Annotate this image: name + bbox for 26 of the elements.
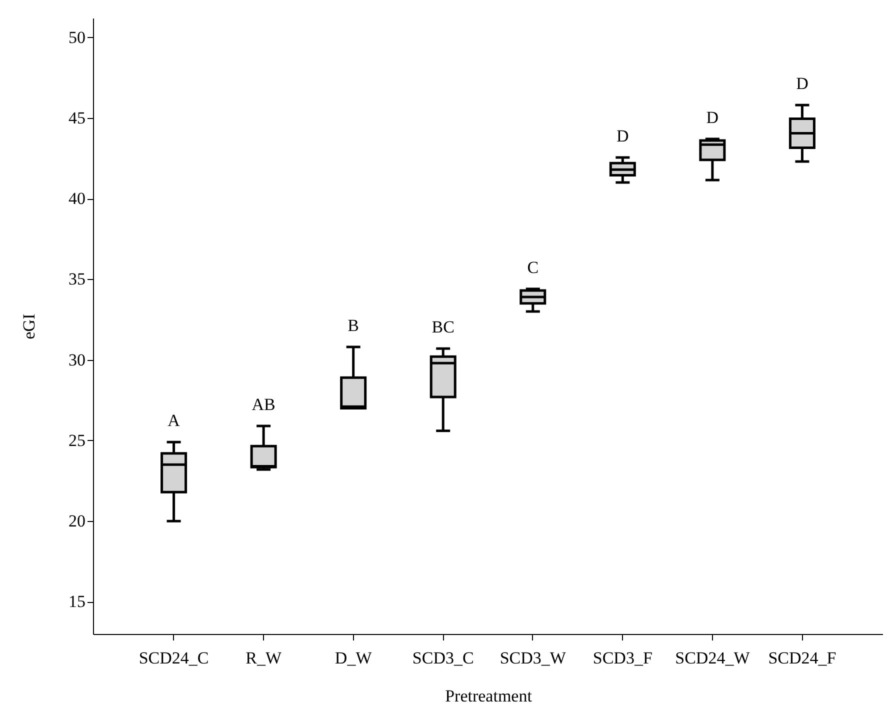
y-tick-label: 20 [68, 512, 86, 531]
y-tick-label: 45 [68, 108, 86, 128]
x-tick-label: SCD24_C [138, 648, 209, 668]
y-tick-label: 25 [68, 430, 86, 450]
annotation: C [527, 258, 539, 277]
annotation: D [706, 108, 719, 127]
y-tick-label: 15 [68, 592, 86, 612]
annotation: BC [432, 318, 454, 337]
x-tick-label: SCD24_F [768, 648, 836, 668]
y-tick-label: 35 [68, 270, 86, 289]
annotation: D [796, 74, 808, 94]
annotation: B [348, 316, 360, 335]
x-tick-label: SCD3_F [592, 648, 652, 668]
y-tick-label: 40 [68, 189, 86, 208]
y-tick-label: 30 [68, 350, 86, 370]
y-axis-title: eGI [20, 313, 38, 340]
y-tick-label: 50 [68, 28, 86, 47]
annotation: A [168, 411, 181, 430]
annotation: AB [252, 394, 276, 414]
x-tick-label: D_W [334, 648, 373, 668]
x-tick-label: SCD3_C [412, 648, 474, 668]
x-tick-label: SCD3_W [500, 648, 567, 668]
x-tick-label: SCD24_W [675, 648, 751, 668]
x-tick-label: R_W [246, 648, 282, 668]
x-axis-title: Pretreatment [445, 686, 532, 706]
annotation: D [616, 126, 629, 146]
